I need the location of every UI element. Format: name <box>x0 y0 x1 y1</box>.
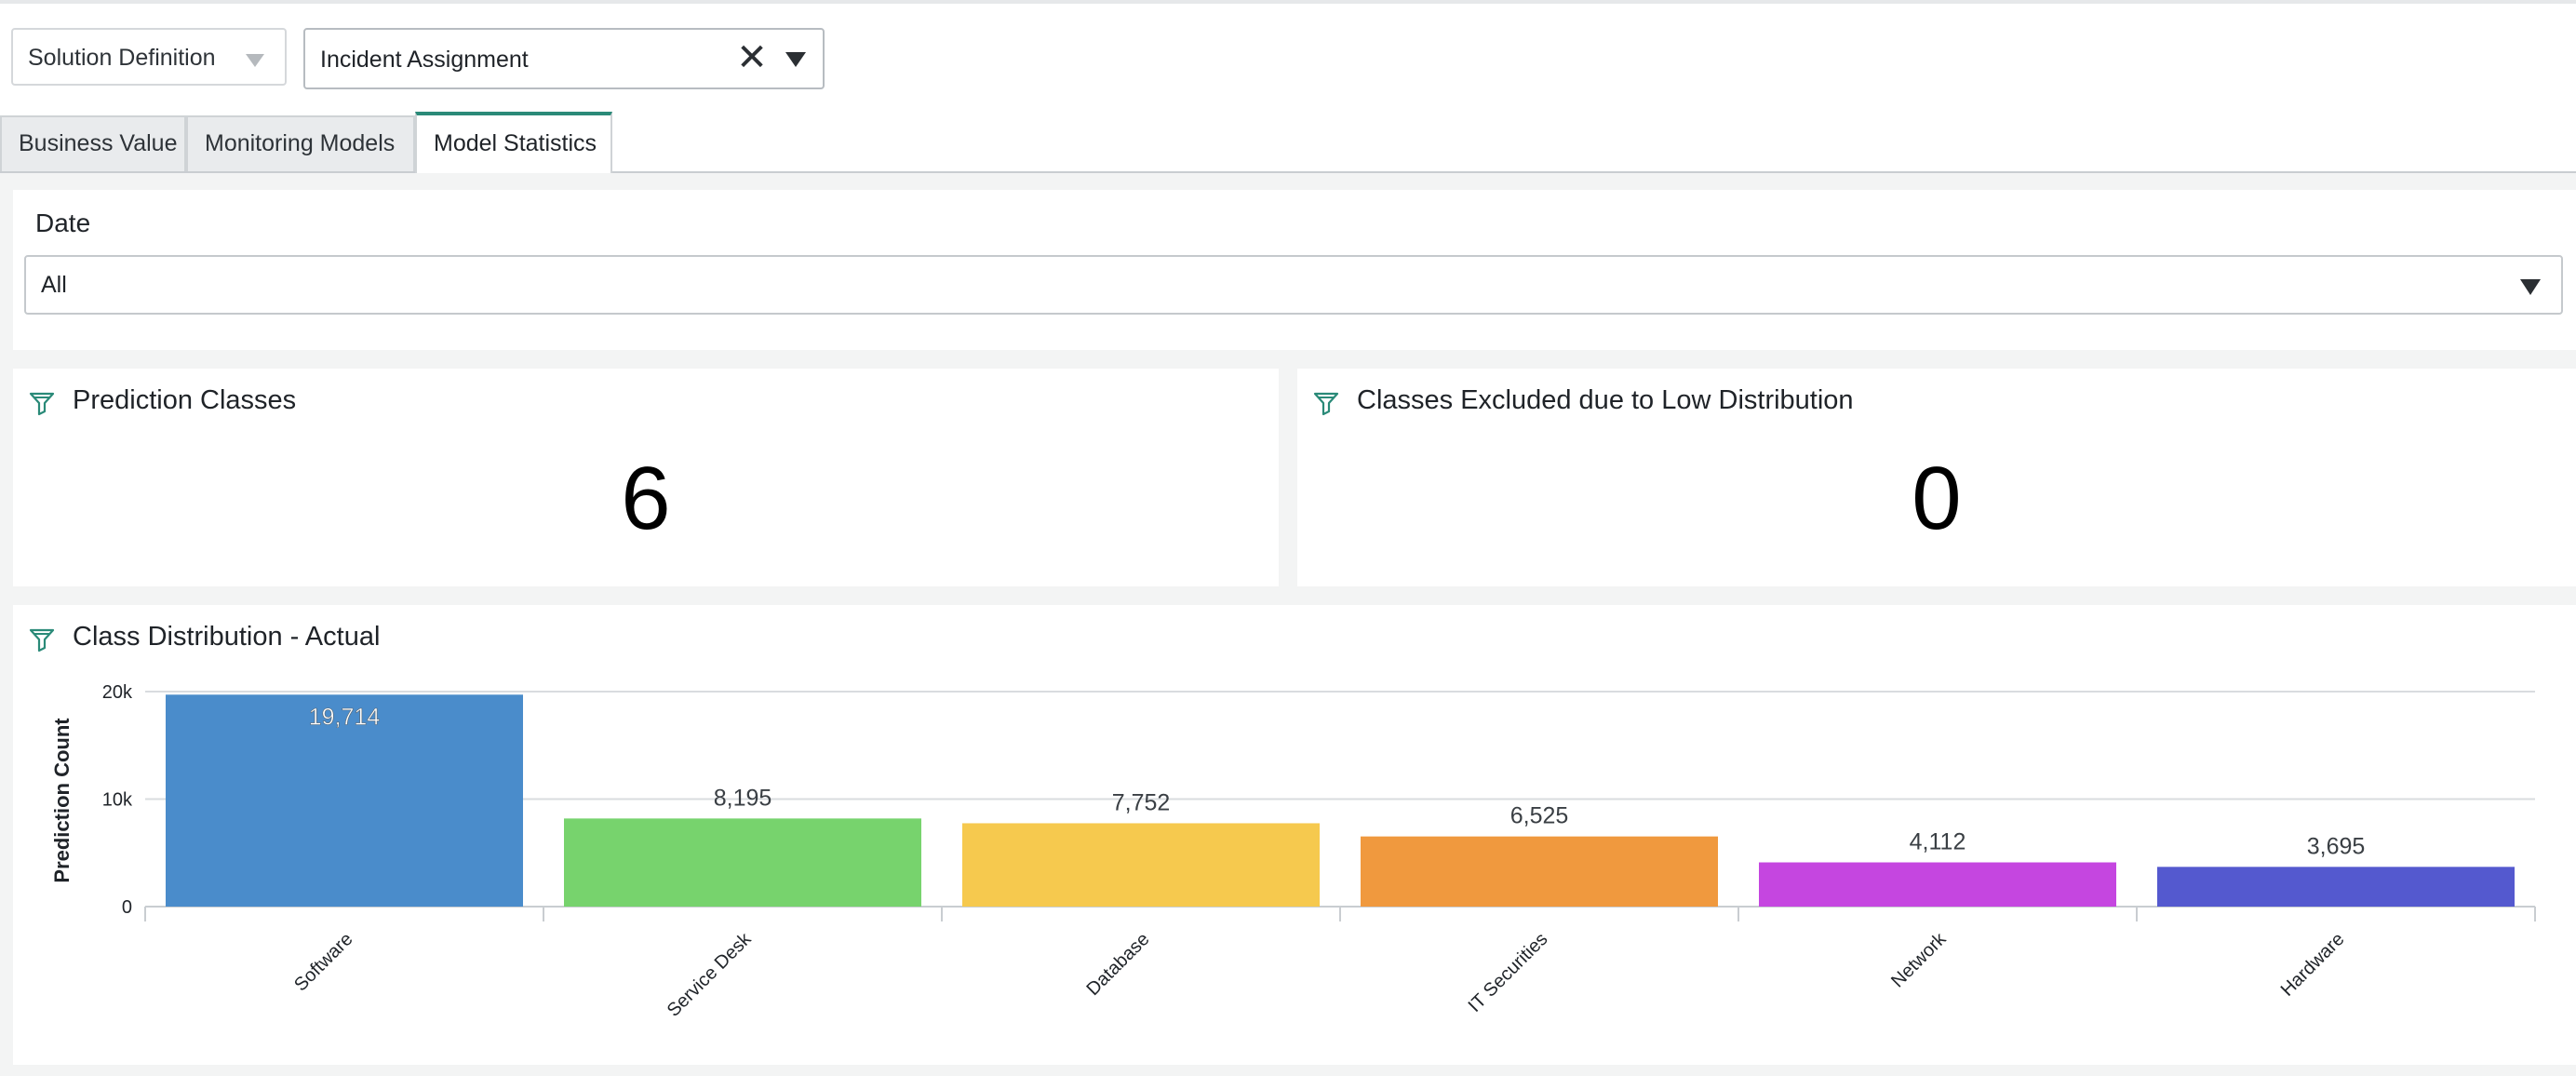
solution-definition-select[interactable]: Solution Definition <box>11 28 287 86</box>
data-label: 7,752 <box>1112 789 1171 815</box>
class-distribution-chart: 0 10k 20k Prediction Count 19,714 Software 8,1… <box>50 682 2536 1021</box>
date-filter-panel: Date All <box>13 190 2576 350</box>
tab-bar: Business Value Monitoring Models Model S… <box>0 112 2576 173</box>
bar <box>564 818 921 907</box>
x-tick-label: Hardware <box>2277 929 2349 1001</box>
y-tick-label: 0 <box>122 897 132 918</box>
chevron-down-icon[interactable] <box>785 52 806 67</box>
y-tick-label: 10k <box>102 790 133 811</box>
close-icon[interactable]: ✕ <box>736 37 768 78</box>
prediction-classes-card: Prediction Classes 6 <box>13 369 1279 586</box>
filter-icon[interactable] <box>28 625 56 653</box>
tab-business-value[interactable]: Business Value <box>0 115 186 171</box>
classes-excluded-card: Classes Excluded due to Low Distribution… <box>1297 369 2576 586</box>
x-tick-label: Software <box>290 929 356 995</box>
bar <box>962 823 1320 907</box>
solution-definition-placeholder: Solution Definition <box>28 45 216 71</box>
x-tick-label: IT Securities <box>1465 929 1552 1016</box>
kpi-title: Prediction Classes <box>73 385 297 415</box>
bar <box>1759 862 2116 907</box>
filter-bar: Solution Definition Incident Assignment … <box>0 0 2576 115</box>
class-distribution-panel: Class Distribution - Actual 0 10k 20k Predi… <box>13 605 2576 1065</box>
chevron-down-icon <box>246 54 264 67</box>
date-select[interactable]: All <box>24 255 2563 315</box>
filter-icon[interactable] <box>28 389 56 417</box>
y-tick-label: 20k <box>102 682 133 703</box>
incident-assignment-value: Incident Assignment <box>320 47 529 73</box>
chevron-down-icon <box>2520 279 2541 295</box>
tab-model-statistics[interactable]: Model Statistics <box>415 112 612 173</box>
x-tick-label: Database <box>1082 929 1153 1000</box>
data-label: 6,525 <box>1510 803 1569 829</box>
filter-icon[interactable] <box>1312 389 1340 417</box>
incident-assignment-select[interactable]: Incident Assignment ✕ <box>303 28 825 89</box>
bar <box>2157 867 2515 907</box>
data-label: 19,714 <box>309 704 381 730</box>
y-axis-label: Prediction Count <box>50 718 74 883</box>
data-label: 3,695 <box>2307 833 2366 859</box>
kpi-value: 0 <box>1912 449 1962 548</box>
data-label: 4,112 <box>1910 829 1966 855</box>
x-tick-label: Network <box>1887 928 1951 991</box>
tab-monitoring-models[interactable]: Monitoring Models <box>186 115 415 171</box>
chart-title: Class Distribution - Actual <box>73 622 381 652</box>
kpi-value: 6 <box>621 449 671 548</box>
date-filter-label: Date <box>35 208 91 237</box>
date-select-value: All <box>41 272 67 298</box>
kpi-title: Classes Excluded due to Low Distribution <box>1357 385 1854 415</box>
data-label: 8,195 <box>714 785 772 811</box>
bar <box>1361 836 1718 907</box>
x-tick-label: Service Desk <box>664 928 757 1021</box>
bar <box>166 694 523 907</box>
